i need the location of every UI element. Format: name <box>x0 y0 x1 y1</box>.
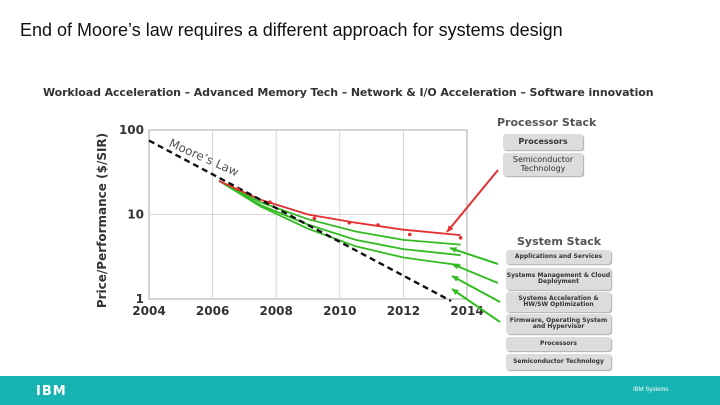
y-tick-label: 100 <box>119 123 144 137</box>
system-stack-heading: System Stack <box>517 235 602 248</box>
processor-stack-item-semiconductor: Semiconductor Technology <box>503 153 583 176</box>
processor-stack-curve <box>218 180 461 236</box>
system-stack-arrow-head <box>450 247 457 253</box>
processor-stack-arrow-head <box>447 225 454 232</box>
moores-law-line <box>148 139 452 303</box>
data-point <box>236 187 240 191</box>
x-tick-label: 2004 <box>132 304 165 318</box>
system-stack-item-semiconductor: Semiconductor Technology <box>506 354 611 370</box>
system-stack-curve <box>218 180 461 257</box>
system-stack-arrow <box>451 263 499 284</box>
system-stack-item-applications: Applications and Services <box>506 250 611 264</box>
data-point <box>376 223 380 227</box>
system-stack-item-systems-management: Systems Management & Cloud Deployment <box>506 268 611 290</box>
data-point <box>347 220 352 225</box>
system-stack-arrow <box>451 275 501 303</box>
ibm-logo: IBM <box>36 384 67 399</box>
system-stack-curve <box>218 180 461 267</box>
system-stack-item-firmware: Firmware, Operating System and Hyperviso… <box>506 314 611 334</box>
x-tick-label: 2006 <box>196 304 229 318</box>
y-tick-label: 1 <box>136 292 144 306</box>
footer-label: IBM Systems <box>633 387 669 393</box>
moores-law-annotation: Moore’s Law <box>167 136 241 179</box>
data-point <box>407 232 412 237</box>
slide-title: End of Moore’s law requires a different … <box>20 20 563 40</box>
processor-stack-item-processors: Processors <box>503 134 583 150</box>
footer-bar: IBM IBM Systems <box>0 376 720 405</box>
data-point <box>458 235 463 240</box>
x-tick-label: 2012 <box>387 304 420 318</box>
processor-stack-arrow <box>446 169 499 233</box>
system-stack-arrow <box>449 247 499 265</box>
system-stack-arrow-head <box>452 263 459 270</box>
system-stack-item-systems-acceleration: Systems Acceleration & HW/SW Optimizatio… <box>506 292 611 312</box>
data-point <box>312 216 317 221</box>
processor-stack-heading: Processor Stack <box>497 116 597 129</box>
system-stack-arrow-head <box>452 289 459 296</box>
data-point <box>268 200 272 204</box>
system-stack-curve <box>218 180 461 246</box>
system-stack-arrow <box>451 288 501 323</box>
system-stack-item-processors: Processors <box>506 337 611 351</box>
system-stack-arrow-head <box>452 276 459 282</box>
y-tick-label: 10 <box>127 208 144 222</box>
x-tick-label: 2008 <box>259 304 292 318</box>
x-tick-label: 2014 <box>450 304 483 318</box>
y-axis-label: Price/Performance ($/SIR) <box>95 133 109 308</box>
x-tick-label: 2010 <box>323 304 356 318</box>
slide-subtitle: Workload Acceleration – Advanced Memory … <box>43 86 654 99</box>
